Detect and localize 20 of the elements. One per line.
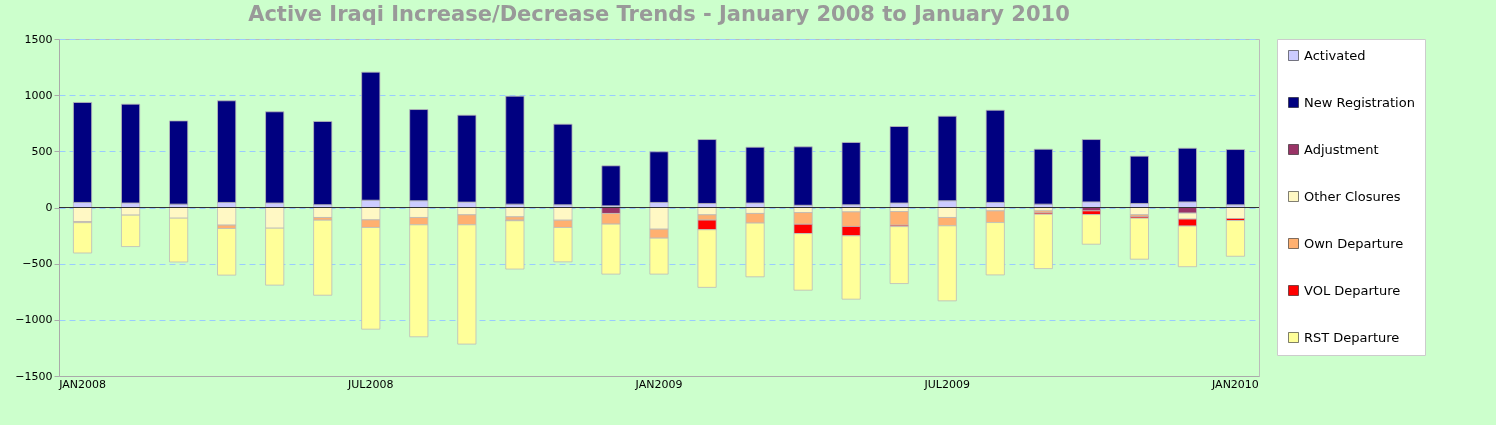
legend-label: RST Departure xyxy=(1304,329,1400,345)
legend-label: Own Departure xyxy=(1304,235,1404,251)
y-tick-label: −1000 xyxy=(15,313,53,327)
y-tick-label: 500 xyxy=(31,144,53,158)
x-tick-label: JAN2008 xyxy=(58,377,106,391)
x-tick-label: JAN2009 xyxy=(634,377,683,391)
x-tick-label: JUL2008 xyxy=(347,377,394,391)
chart-title: Active Iraqi Increase/Decrease Trends - January 2008 to January 2010 xyxy=(248,2,1070,26)
legend-label: Adjustment xyxy=(1304,141,1379,157)
legend-label: Other Closures xyxy=(1304,188,1401,204)
y-tick-label: 1500 xyxy=(24,32,53,46)
x-tick-label: JAN2010 xyxy=(1211,377,1259,391)
y-tick-label: 1000 xyxy=(24,88,53,102)
y-tick-label: −1500 xyxy=(15,369,53,383)
y-tick-label: −500 xyxy=(22,257,53,271)
legend-label: New Registration xyxy=(1304,94,1415,110)
legend-label: Activated xyxy=(1304,47,1366,63)
legend-label: VOL Departure xyxy=(1304,282,1401,298)
y-tick-label: 0 xyxy=(45,201,53,214)
x-tick-label: JUL2009 xyxy=(923,377,970,391)
